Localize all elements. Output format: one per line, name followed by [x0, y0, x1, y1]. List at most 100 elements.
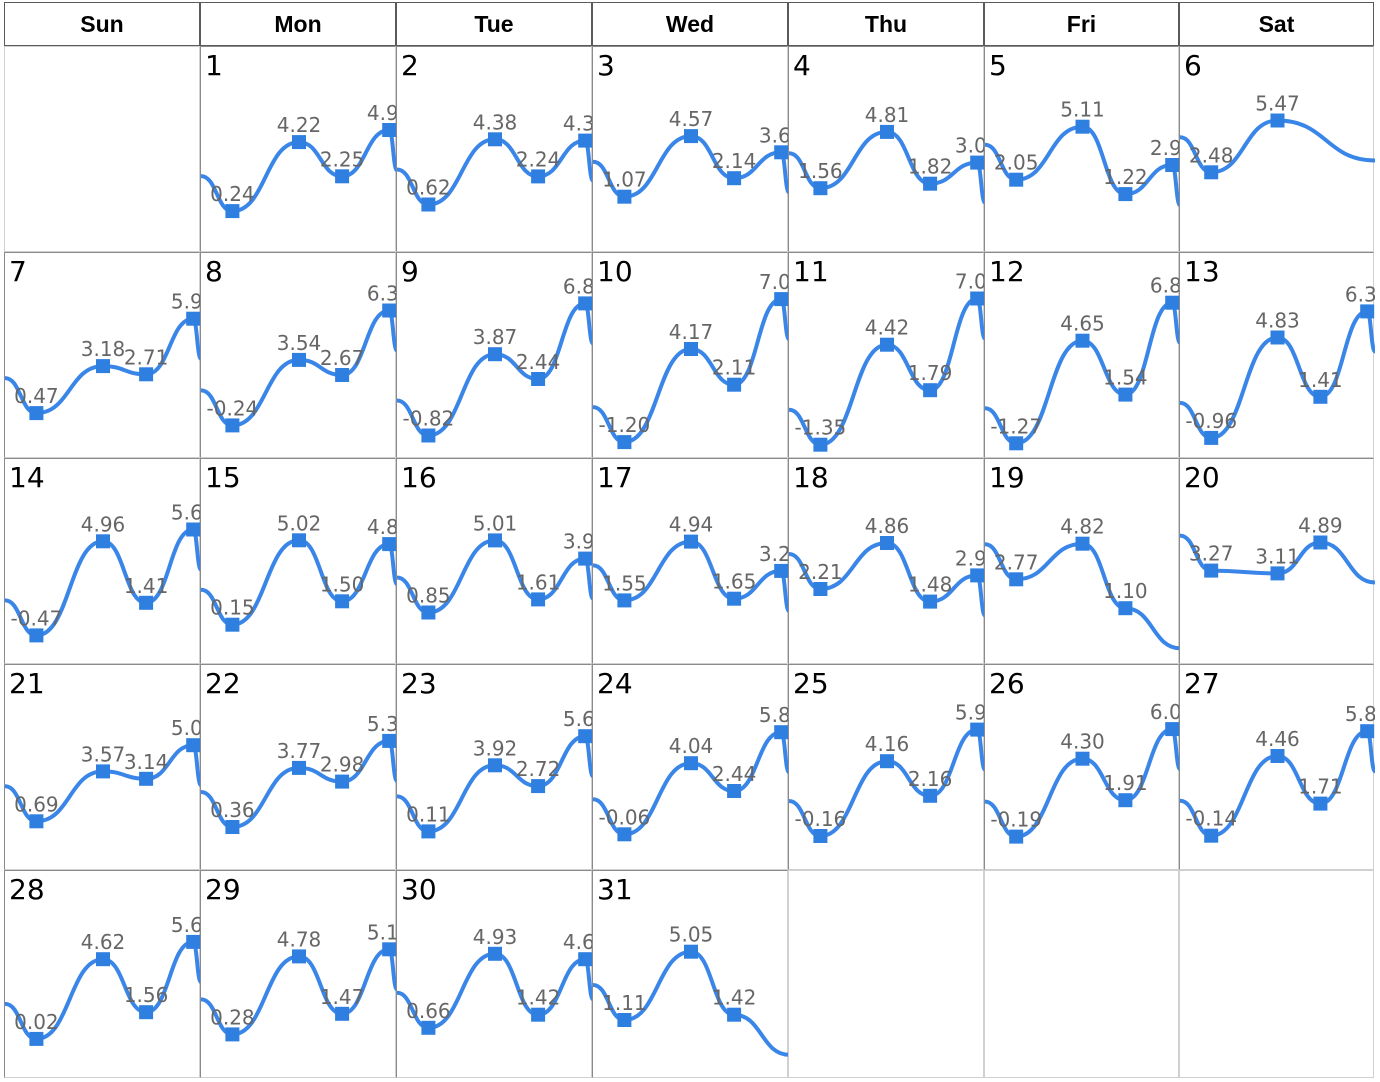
day-number: 17 — [597, 461, 633, 494]
data-label: 1.55 — [602, 571, 647, 595]
calendar-cell-day-12: 12 -1.27 4.65 1.54 6.84 — [984, 252, 1180, 458]
data-point — [186, 311, 201, 326]
data-label: 5.05 — [669, 923, 714, 947]
data-point — [727, 171, 742, 186]
day-number: 9 — [401, 255, 419, 288]
data-point — [1270, 749, 1285, 763]
data-label: 4.65 — [1060, 312, 1105, 336]
data-label: 7.05 — [759, 270, 789, 294]
data-point — [1204, 563, 1219, 578]
data-point — [1313, 389, 1328, 404]
data-label: 2.48 — [1189, 143, 1234, 167]
data-label: 4.38 — [473, 110, 518, 134]
day-number: 5 — [989, 49, 1007, 82]
data-point — [578, 551, 593, 566]
data-label: 4.96 — [81, 512, 126, 536]
data-label: 4.16 — [865, 732, 910, 756]
data-label: 4.92 — [367, 101, 397, 125]
data-label: 3.54 — [277, 331, 322, 355]
weekday-header-wed: Wed — [592, 2, 788, 46]
calendar-cell-day-27: 27 -0.14 4.46 1.71 5.89 — [1179, 664, 1375, 870]
data-point — [292, 533, 306, 548]
data-label: 5.62 — [171, 913, 201, 937]
data-label: 5.11 — [1060, 98, 1105, 122]
data-point — [813, 181, 828, 196]
day-number: 15 — [205, 461, 241, 494]
data-label: 0.62 — [406, 176, 451, 200]
day-sparkline: 1.11 5.05 1.42 — [593, 923, 789, 1057]
data-point — [335, 169, 350, 184]
data-point — [96, 764, 110, 779]
data-point — [1009, 436, 1024, 451]
calendar-cell-day-5: 5 2.05 5.11 1.222.90 — [984, 46, 1180, 252]
data-label: 3.77 — [277, 739, 322, 763]
data-label: -1.20 — [599, 413, 651, 437]
day-number: 6 — [1184, 49, 1202, 82]
data-point — [1009, 572, 1024, 587]
data-label: -0.06 — [599, 805, 651, 829]
data-point — [421, 605, 436, 620]
data-point — [292, 760, 306, 775]
data-label: 2.11 — [712, 356, 757, 380]
data-point — [813, 829, 828, 843]
day-number: 18 — [793, 461, 829, 494]
day-sparkline: -0.06 4.04 2.44 5.83 — [593, 703, 789, 842]
data-label: 4.46 — [1255, 727, 1300, 751]
data-label: 0.02 — [14, 1010, 59, 1034]
data-label: 5.19 — [367, 920, 397, 944]
data-point — [970, 568, 985, 583]
calendar-cell-day-24: 24 -0.06 4.04 2.44 5.83 — [592, 664, 789, 870]
day-sparkline: 2.21 4.86 1.482.99 — [789, 514, 985, 618]
data-point — [531, 372, 546, 386]
data-point — [225, 204, 240, 219]
data-label: 2.25 — [320, 147, 365, 171]
calendar-cell-day-29: 29 0.28 4.78 1.47 5.19 — [200, 870, 397, 1078]
data-point — [139, 1005, 154, 1020]
weekday-header-thu: Thu — [788, 2, 984, 46]
data-point — [1075, 119, 1090, 134]
day-sparkline: 0.24 4.22 2.254.92 — [201, 101, 397, 219]
calendar-cell-day-4: 4 1.56 4.81 1.823.04 — [788, 46, 985, 252]
data-point — [774, 292, 789, 307]
calendar-cell-day-28: 28 0.02 4.62 1.56 5.62 — [4, 870, 201, 1078]
calendar-cell-day-7: 7 0.47 3.182.71 5.92 — [4, 252, 201, 458]
data-label: 1.56 — [798, 159, 843, 183]
data-label: -0.14 — [1185, 807, 1237, 831]
calendar-cell-day-10: 10 -1.20 4.17 2.11 7.05 — [592, 252, 789, 458]
data-label: 5.64 — [171, 501, 201, 525]
data-label: -0.47 — [11, 606, 63, 630]
data-point — [186, 738, 201, 753]
data-label: -0.19 — [990, 808, 1042, 832]
calendar-cell-day-9: 9 -0.82 3.872.44 6.80 — [396, 252, 593, 458]
data-point — [225, 617, 240, 632]
data-point — [1270, 113, 1285, 128]
day-sparkline: -1.35 4.42 1.79 7.08 — [789, 270, 985, 452]
calendar-cell-day-21: 21 0.69 3.573.145.08 — [4, 664, 201, 870]
data-label: -0.24 — [207, 396, 259, 420]
day-sparkline: 0.28 4.78 1.47 5.19 — [201, 920, 397, 1042]
weekday-header-sat: Sat — [1179, 2, 1374, 46]
day-sparkline: 2.77 4.82 1.10 — [985, 515, 1180, 651]
day-number: 13 — [1184, 255, 1220, 288]
data-label: 0.69 — [14, 792, 59, 816]
data-label: 3.63 — [759, 123, 789, 147]
data-point — [96, 359, 110, 374]
calendar-cell-day-25: 25 -0.16 4.16 2.16 5.98 — [788, 664, 985, 870]
data-label: 5.98 — [955, 701, 985, 725]
data-label: 1.41 — [124, 574, 169, 598]
calendar-cell-empty — [1179, 870, 1374, 1078]
data-point — [225, 418, 240, 433]
day-number: 19 — [989, 461, 1025, 494]
calendar-cell-day-22: 22 0.36 3.772.985.33 — [200, 664, 397, 870]
data-label: 1.48 — [908, 573, 953, 597]
data-label: -0.16 — [795, 807, 847, 831]
calendar-cell-day-16: 16 0.85 5.01 1.613.96 — [396, 458, 593, 664]
day-number: 21 — [9, 667, 45, 700]
data-label: 0.85 — [406, 584, 451, 608]
day-number: 29 — [205, 873, 241, 906]
day-number: 2 — [401, 49, 419, 82]
day-sparkline: -0.19 4.30 1.91 6.01 — [985, 700, 1180, 844]
data-label: 4.94 — [669, 513, 714, 537]
data-point — [139, 771, 154, 786]
calendar-cell-empty — [4, 46, 200, 252]
